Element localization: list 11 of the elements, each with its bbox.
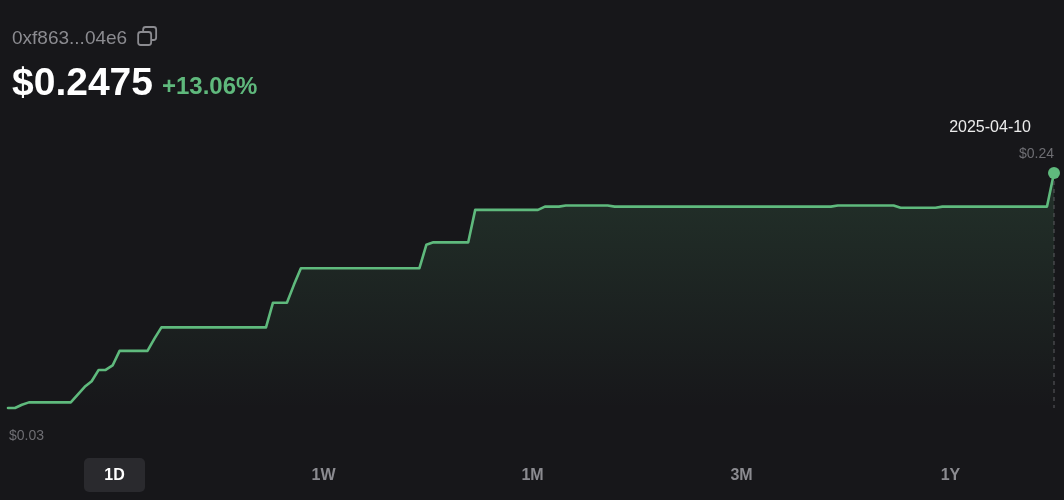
time-range-button[interactable]: 1Y (920, 458, 981, 492)
time-range-button[interactable]: 1D (84, 458, 145, 492)
text: 2025-04-10 (949, 118, 1032, 135)
time-range-button[interactable]: 3M (711, 458, 772, 492)
text: 0xf863...04e6 (12, 27, 128, 48)
chart-subtitle: +13.06% (161, 72, 258, 99)
time-range-button[interactable]: 1W (293, 458, 354, 492)
text: $0.24 (1018, 145, 1055, 161)
text: $0.03 (9, 427, 45, 443)
time-range-button[interactable]: 1M (502, 458, 563, 492)
chart-title: $0.2475 (12, 60, 153, 103)
